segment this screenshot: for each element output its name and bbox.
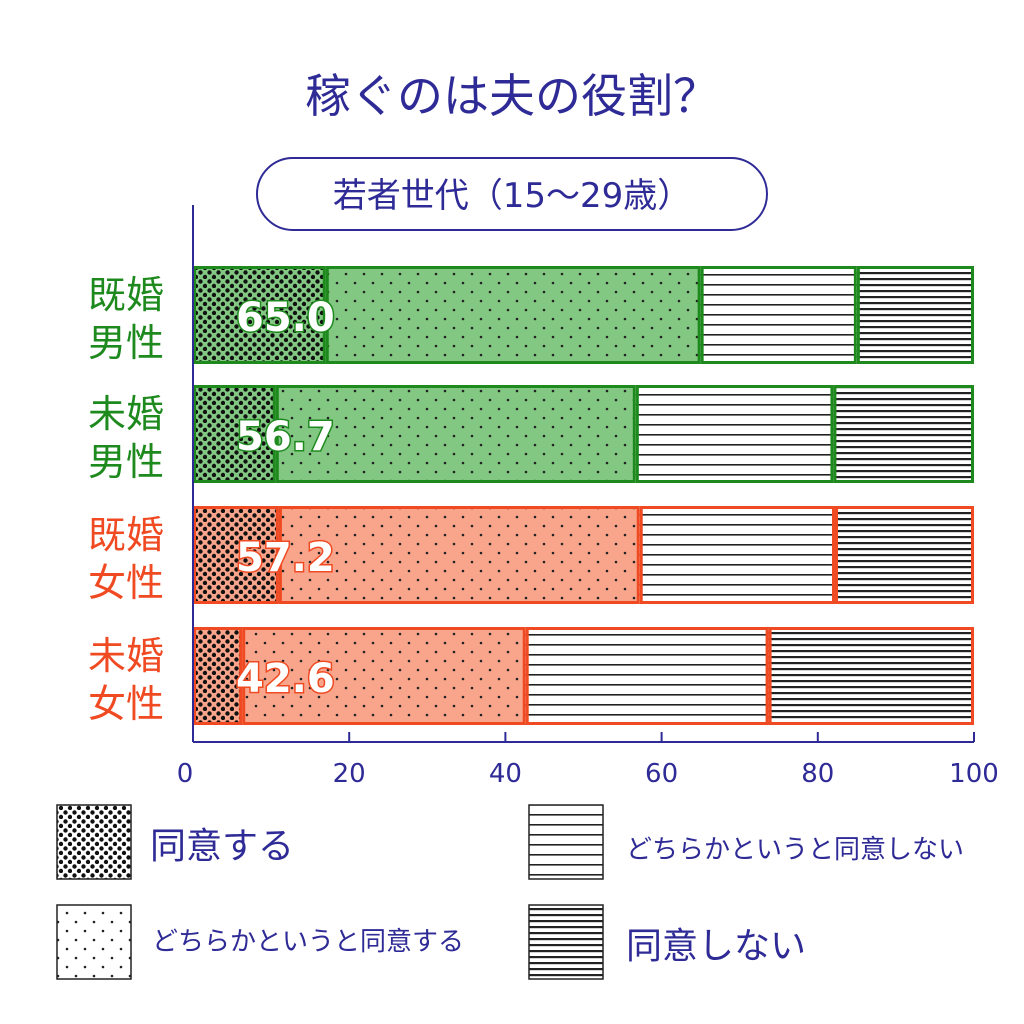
subtitle-pill (256, 157, 768, 231)
agree-total-label: 42.6 (236, 656, 335, 702)
x-tick-label: 0 (177, 759, 194, 789)
category-label-line1: 未婚 (88, 634, 164, 678)
bar-segment (639, 506, 835, 604)
chart-subtitle: 若者世代（15～29歳） (333, 176, 692, 216)
agree-total-label: 65.0 (236, 295, 335, 341)
legend-label: どちらかというと同意しない (626, 835, 964, 865)
legend-item: どちらかというと同意しない (528, 804, 964, 880)
legend-item: 同意しない (528, 904, 806, 980)
bar-segment (325, 266, 701, 364)
bars-layer (193, 266, 974, 725)
bar-segment (833, 385, 974, 483)
bar-segment (768, 627, 974, 725)
legend-label: 同意しない (626, 926, 806, 967)
legend-label: 同意する (150, 826, 294, 867)
legend-label: どちらかというと同意する (152, 927, 464, 957)
legend-item: どちらかというと同意する (56, 904, 464, 980)
category-label-line2: 男性 (88, 321, 164, 365)
x-tick-label: 60 (645, 759, 678, 789)
x-tick-label: 80 (801, 759, 834, 789)
chart-title: 稼ぐのは夫の役割？ (305, 69, 719, 123)
bar-segment (834, 506, 974, 604)
bar-segment (278, 506, 640, 604)
bar-segment (525, 627, 769, 725)
x-tick-label: 20 (333, 759, 366, 789)
category-label-line2: 男性 (88, 440, 164, 484)
category-label-line2: 女性 (88, 682, 164, 726)
x-axis: 0 20 40 60 80 100 (177, 205, 999, 789)
legend-swatch (528, 804, 604, 880)
bar-segment (193, 385, 276, 483)
bar-segment (193, 627, 243, 725)
legend-swatch (56, 804, 132, 880)
legend-item: 同意する (56, 804, 294, 880)
category-label-line1: 既婚 (88, 273, 164, 317)
agree-total-label: 57.2 (236, 535, 335, 581)
bar-segment (242, 627, 526, 725)
agree-total-label: 56.7 (236, 414, 335, 460)
x-tick-label: 40 (489, 759, 522, 789)
bar-segment (193, 506, 279, 604)
bar-segment (193, 266, 326, 364)
totals-layer: 65.0 56.7 57.2 42.6 (235, 294, 337, 704)
category-label-line1: 既婚 (88, 513, 164, 557)
bar-segment (856, 266, 974, 364)
category-label-line2: 女性 (88, 561, 164, 605)
x-tick-label: 100 (949, 759, 999, 789)
legend-swatch (528, 904, 604, 980)
category-label-line1: 未婚 (88, 392, 164, 436)
bar-segment (700, 266, 857, 364)
bar-segment (635, 385, 834, 483)
legend-swatch (56, 904, 132, 980)
bar-segment (275, 385, 636, 483)
